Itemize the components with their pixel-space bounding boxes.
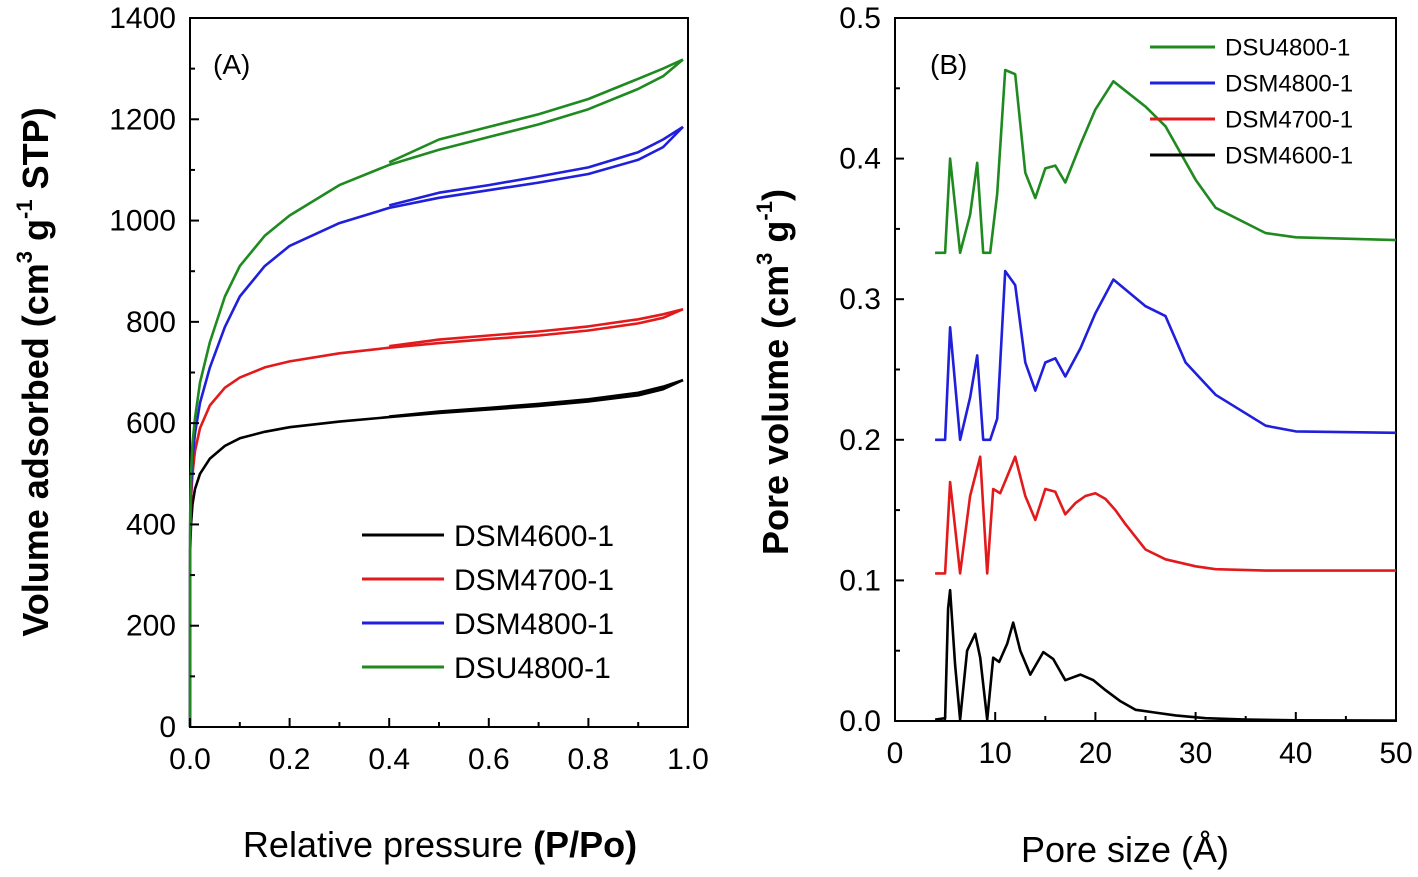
panel-b-y-tick-label: 0.5	[839, 2, 881, 35]
panel-a-x-axis-title-main: Relative pressure	[243, 824, 533, 865]
legend-label-dsm4600-1: DSM4600-1	[1225, 143, 1353, 170]
panel-a-x-axis-title-bold: (P/Po)	[533, 824, 637, 865]
panel-b-x-axis-title: Pore size (Å)	[1021, 829, 1229, 870]
series-dsu4800-1-adsorption-line	[188, 58, 684, 728]
panel-b-x-tick-label: 30	[1179, 737, 1212, 770]
series-dsm4600-1-psd-line	[934, 588, 1397, 722]
panel-a-y-tick-label: 200	[126, 610, 176, 643]
legend-label-dsu4800-1: DSU4800-1	[1225, 35, 1350, 62]
panel-b-x-tick-label: 0	[887, 737, 904, 770]
series-dsm4700-1-psd-line	[935, 455, 1396, 575]
legend-label-dsm4700-1: DSM4700-1	[1225, 107, 1353, 134]
panel-a-label: (A)	[213, 49, 250, 80]
panel-b-y-tick-label: 0.3	[839, 283, 881, 316]
legend-label-dsm4600-1: DSM4600-1	[454, 520, 614, 553]
legend-label-dsu4800-1: DSU4800-1	[454, 652, 611, 685]
panel-b-x-axis: 0 10 20 30 40 50	[887, 712, 1413, 770]
panel-a-y-axis-title-part-1: Volume adsorbed (cm	[15, 263, 56, 636]
panel-a-y-axis: 0 200 400 600 800 1000 1200 1400	[109, 2, 199, 744]
panel-b-y-axis-title-superscript-1: 3	[752, 253, 777, 265]
panel-a-x-axis: 0.0 0.2 0.4 0.6 0.8 1.0	[169, 718, 709, 776]
series-dsm4700-1-desorption-line	[389, 307, 684, 348]
panel-a-y-axis-title-part-3: STP)	[15, 107, 56, 199]
panel-a-y-tick-label: 400	[126, 508, 176, 541]
panel-b-y-axis: 0.0 0.1 0.2 0.3 0.4 0.5	[839, 2, 904, 738]
panel-b-y-axis-title: Pore volume (cm3 g-1)	[752, 189, 796, 555]
panel-b-y-axis-title-part-2: g	[755, 221, 796, 253]
panel-b-y-tick-label: 0.4	[839, 143, 881, 176]
series-dsm4800-1-desorption-line	[388, 125, 684, 207]
panel-b-y-axis-title-part-3: )	[755, 189, 796, 201]
series-dsm4600-1-desorption-line	[389, 378, 684, 418]
legend-label-dsm4800-1: DSM4800-1	[454, 608, 614, 641]
panel-a-x-tick-label: 0.2	[269, 743, 311, 776]
panel-b-y-axis-title-superscript-2: -1	[752, 201, 777, 221]
panel-a-y-tick-label: 1400	[109, 2, 176, 35]
panel-a-legend: DSM4600-1 DSM4700-1 DSM4800-1 DSU4800-1	[362, 520, 614, 685]
panel-a-x-tick-label: 1.0	[667, 743, 709, 776]
panel-b-x-tick-label: 20	[1079, 737, 1112, 770]
panel-b-x-tick-label: 40	[1279, 737, 1312, 770]
series-dsm4600-1-adsorption-line	[188, 378, 684, 728]
panel-a-y-axis-title: Volume adsorbed (cm3 g-1 STP)	[12, 107, 56, 636]
panel-b-x-tick-label: 50	[1379, 737, 1412, 770]
panel-a-x-tick-label: 0.0	[169, 743, 211, 776]
panel-a-y-tick-label: 1000	[109, 205, 176, 238]
panel-b-y-tick-label: 0.0	[839, 705, 881, 738]
panel-a-y-axis-title-superscript-1: 3	[12, 251, 37, 263]
legend-label-dsm4800-1: DSM4800-1	[1225, 71, 1353, 98]
panel-b-y-axis-title-part-1: Pore volume (cm	[755, 265, 796, 555]
panel-b-series-group	[934, 68, 1397, 722]
panel-a-y-tick-label: 1200	[109, 103, 176, 136]
panel-a-x-tick-label: 0.6	[468, 743, 510, 776]
panel-a-chart: 0.0 0.2 0.4 0.6 0.8 1.0 0 200 400 600 800 1000 1200…	[12, 2, 709, 865]
series-dsu4800-1-psd-line	[935, 68, 1397, 255]
legend-label-dsm4700-1: DSM4700-1	[454, 564, 614, 597]
panel-a-y-tick-label: 800	[126, 306, 176, 339]
panel-a-x-axis-title: Relative pressure (P/Po)	[243, 824, 637, 865]
panel-a-x-tick-label: 0.4	[368, 743, 410, 776]
panel-a-y-axis-title-superscript-2: -1	[12, 199, 37, 219]
series-dsm4800-1-psd-line	[935, 269, 1397, 442]
series-dsu4800-1-desorption-line	[388, 58, 684, 164]
panel-b-y-tick-label: 0.2	[839, 424, 881, 457]
panel-b-legend: DSU4800-1 DSM4800-1 DSM4700-1 DSM4600-1	[1150, 35, 1353, 170]
panel-a-y-axis-title-part-2: g	[15, 219, 56, 251]
panel-b-y-tick-label: 0.1	[839, 564, 881, 597]
panel-b-x-tick-label: 10	[979, 737, 1012, 770]
panel-a-series-group	[188, 58, 684, 728]
panel-b-chart: 0 10 20 30 40 50 0.0 0.1 0.2 0.3 0.4 0.5 (B) DSU48…	[752, 2, 1413, 870]
panel-b-label: (B)	[930, 49, 967, 80]
panel-a-y-tick-label: 600	[126, 407, 176, 440]
panel-a-x-tick-label: 0.8	[568, 743, 610, 776]
panel-a-y-tick-label: 0	[159, 711, 176, 744]
